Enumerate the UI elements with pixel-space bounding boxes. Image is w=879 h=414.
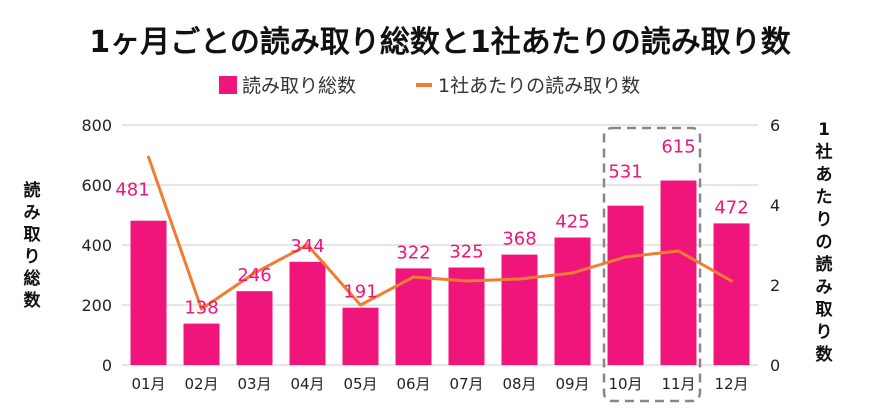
data-label: 368 — [502, 229, 536, 250]
x-tick-label: 09月 — [555, 375, 589, 393]
bar — [713, 223, 750, 365]
right-axis-ticks: 0 2 4 6 — [770, 116, 780, 375]
legend-label-line: 1社あたりの読み取り数 — [438, 75, 640, 97]
data-label: 481 — [115, 180, 149, 201]
chart-title: 1ヶ月ごとの読み取り総数と1社あたりの読み取り数 — [89, 25, 791, 60]
line-path — [147, 156, 733, 311]
y2-tick-label: 6 — [770, 116, 780, 135]
data-label: 325 — [449, 242, 483, 263]
x-tick-label: 12月 — [714, 375, 748, 393]
bar — [342, 307, 379, 365]
line-point — [200, 307, 203, 311]
y-tick-label: 0 — [102, 356, 112, 375]
bar — [501, 254, 538, 365]
y2-tick-label: 0 — [770, 356, 780, 375]
gridlines — [122, 124, 758, 366]
data-label: 322 — [396, 242, 430, 263]
x-axis-ticks: 01月 02月 03月 04月 05月 06月 07月 08月 09月 10月 11月 12月 — [131, 375, 748, 393]
line-point — [412, 275, 415, 279]
x-tick-label: 08月 — [502, 375, 536, 393]
x-tick-label: 01月 — [131, 375, 165, 393]
data-labels: 481 138 246 344 191 322 325 368 425 531 615 472 — [115, 137, 748, 319]
bar — [554, 237, 591, 365]
line-point — [359, 303, 362, 307]
x-tick-label: 10月 — [608, 375, 642, 393]
data-label: 472 — [714, 197, 748, 218]
y-tick-label: 600 — [81, 176, 112, 195]
bar — [448, 267, 485, 365]
data-label: 615 — [661, 137, 695, 158]
line-point — [306, 243, 309, 247]
x-tick-label: 06月 — [396, 375, 430, 393]
legend: 読み取り総数 1社あたりの読み取り数 — [219, 75, 640, 97]
legend-label-bar: 読み取り総数 — [242, 75, 356, 97]
y-axis-label: 読み取り総数 — [24, 180, 42, 311]
x-tick-label: 04月 — [290, 375, 324, 393]
y2-tick-label: 4 — [770, 196, 780, 215]
data-label: 191 — [343, 282, 377, 303]
line-point — [624, 255, 627, 259]
line-point — [465, 279, 468, 283]
line-point — [147, 155, 150, 159]
line-series — [147, 155, 733, 311]
y-tick-label: 800 — [81, 116, 112, 135]
data-label: 138 — [184, 298, 218, 319]
legend-swatch-bar — [219, 76, 237, 94]
line-point — [518, 277, 521, 281]
line-point — [571, 271, 574, 275]
bar — [236, 291, 273, 365]
y2-tick-label: 2 — [770, 276, 780, 295]
x-tick-label: 02月 — [184, 375, 218, 393]
x-tick-label: 07月 — [449, 375, 483, 393]
data-label: 531 — [608, 162, 642, 183]
y-tick-label: 400 — [81, 236, 112, 255]
data-label: 425 — [555, 212, 589, 233]
data-label: 246 — [237, 265, 271, 286]
bar — [607, 205, 644, 365]
x-tick-label: 11月 — [661, 375, 695, 393]
x-tick-label: 03月 — [237, 375, 271, 393]
bar — [289, 261, 326, 365]
y2-axis-label: 1 社あたりの読み取り数 — [815, 120, 834, 365]
left-axis-ticks: 0 200 400 600 800 — [81, 116, 112, 375]
y-tick-label: 200 — [81, 296, 112, 315]
line-point — [253, 271, 256, 275]
bar-series — [130, 180, 750, 365]
bar — [660, 180, 697, 365]
line-point — [677, 249, 680, 253]
bar — [183, 323, 220, 365]
data-label: 344 — [290, 236, 324, 257]
x-tick-label: 05月 — [343, 375, 377, 393]
line-point — [730, 279, 733, 283]
bar — [130, 220, 167, 365]
